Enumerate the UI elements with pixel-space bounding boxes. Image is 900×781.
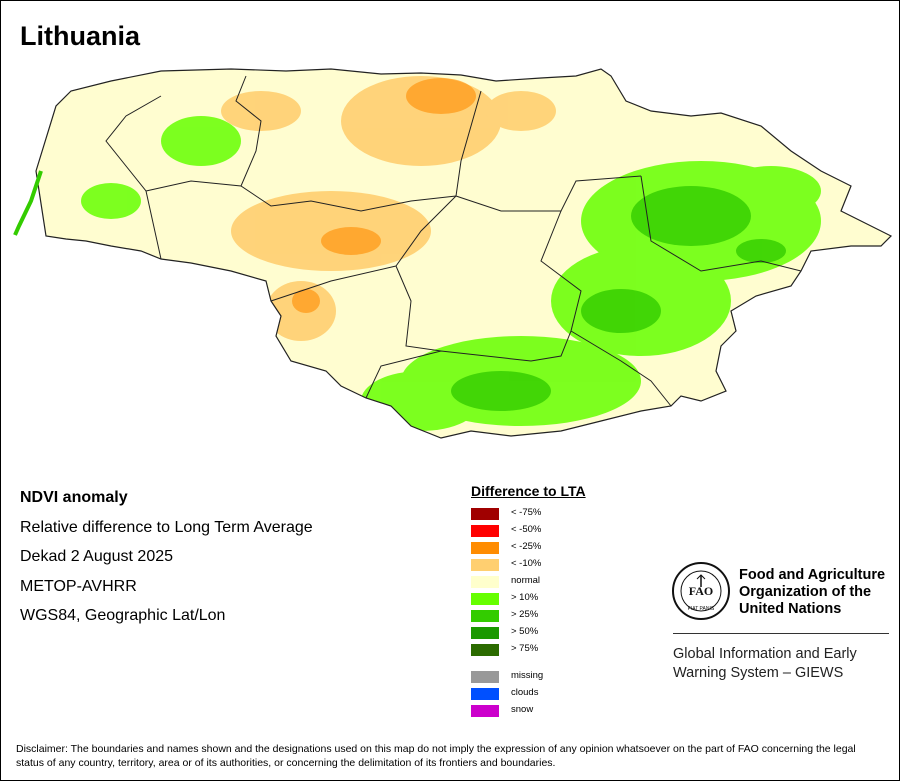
legend-swatch bbox=[471, 610, 499, 622]
legend-label: normal bbox=[511, 575, 541, 586]
legend-swatch bbox=[471, 593, 499, 605]
legend-label: > 25% bbox=[511, 609, 539, 620]
legend-item: < -50% bbox=[471, 523, 661, 540]
info-description: Relative difference to Long Term Average bbox=[20, 518, 313, 536]
fao-organization-name: Food and Agriculture Organization of the… bbox=[739, 567, 886, 617]
legend-swatch bbox=[471, 542, 499, 554]
legend-item: snow bbox=[471, 703, 661, 720]
legend-item: clouds bbox=[471, 686, 661, 703]
info-projection: WGS84, Geographic Lat/Lon bbox=[20, 607, 226, 624]
fao-logo-letters: FAO bbox=[689, 584, 713, 598]
legend-label: > 10% bbox=[511, 592, 539, 603]
legend-items: < -75% < -50% < -25% < -10% normal > 10% > 25%… bbox=[471, 506, 661, 659]
legend-swatch bbox=[471, 688, 499, 700]
legend-item: missing bbox=[471, 669, 661, 686]
map-info: NDVI anomaly Relative difference to Long… bbox=[20, 487, 313, 635]
legend-swatch bbox=[471, 627, 499, 639]
moderate-negative-anomaly-area bbox=[292, 78, 476, 313]
legend-label: < -75% bbox=[511, 507, 542, 518]
legend-label: > 75% bbox=[511, 643, 539, 654]
info-sensor: METOP-AVHRR bbox=[20, 577, 137, 595]
legend-swatch bbox=[471, 705, 499, 717]
legend-label: clouds bbox=[511, 687, 539, 698]
region-boundaries bbox=[105, 75, 802, 407]
legend-swatch bbox=[471, 508, 499, 520]
legend-item: > 25% bbox=[471, 608, 661, 625]
strong-positive-anomaly-area bbox=[451, 186, 786, 411]
disclaimer: Disclaimer: The boundaries and names sho… bbox=[16, 743, 856, 769]
legend-swatch bbox=[471, 576, 499, 588]
legend-label: missing bbox=[511, 670, 544, 681]
legend-item: > 75% bbox=[471, 642, 661, 659]
legend-swatch bbox=[471, 671, 499, 683]
legend-item: > 50% bbox=[471, 625, 661, 642]
fao-divider bbox=[673, 633, 889, 634]
legend-label: < -25% bbox=[511, 541, 542, 552]
legend-label: < -50% bbox=[511, 524, 542, 535]
map-title: Lithuania bbox=[20, 21, 140, 51]
legend-swatch bbox=[471, 644, 499, 656]
info-product: NDVI anomaly bbox=[20, 489, 128, 506]
legend-item: normal bbox=[471, 574, 661, 591]
fao-logo-icon: FAO FIAT PANIS bbox=[672, 562, 730, 620]
legend-title: Difference to LTA bbox=[471, 483, 586, 499]
legend-label: < -10% bbox=[511, 558, 542, 569]
curonian-spit bbox=[13, 170, 43, 236]
legend-swatch bbox=[471, 559, 499, 571]
country-border bbox=[35, 68, 893, 439]
legend: Difference to LTA < -75% < -50% < -25% < -1… bbox=[471, 483, 661, 720]
fao-motto: FIAT PANIS bbox=[688, 606, 715, 612]
legend-item: < -10% bbox=[471, 557, 661, 574]
legend-label: snow bbox=[511, 704, 534, 715]
legend-item: < -25% bbox=[471, 540, 661, 557]
legend-swatch bbox=[471, 525, 499, 537]
legend-item: > 10% bbox=[471, 591, 661, 608]
giews-name: Global Information and Early Warning Sys… bbox=[673, 646, 857, 681]
legend-label: > 50% bbox=[511, 626, 539, 637]
legend-extra-items: missing clouds snow bbox=[471, 669, 661, 720]
ndvi-anomaly-map bbox=[13, 68, 893, 439]
info-period: Dekad 2 August 2025 bbox=[20, 548, 174, 565]
legend-item: < -75% bbox=[471, 506, 661, 523]
